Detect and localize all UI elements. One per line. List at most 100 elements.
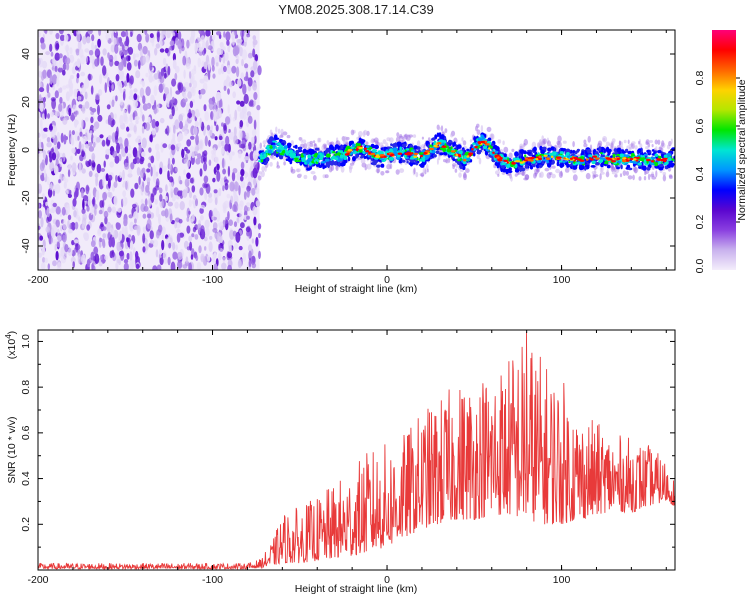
noise-speckle <box>172 53 176 62</box>
noise-speckle <box>126 252 130 260</box>
noise-speckle <box>138 143 142 154</box>
noise-speckle <box>203 236 208 242</box>
noise-speckle <box>76 72 80 79</box>
noise-speckle <box>129 114 133 123</box>
noise-speckle <box>155 120 160 127</box>
noise-speckle <box>249 99 254 106</box>
noise-speckle <box>237 38 243 43</box>
snr-x-ticks: -200 -100 0 100 <box>27 330 667 586</box>
signal-core <box>651 156 656 160</box>
noise-speckle <box>172 32 176 37</box>
noise-speckle <box>222 185 225 192</box>
noise-speckle <box>254 135 257 145</box>
signal-band <box>541 146 547 151</box>
noise-speckle <box>153 99 157 109</box>
signal-band <box>363 155 367 159</box>
noise-speckle <box>99 134 104 139</box>
noise-speckle <box>130 162 135 170</box>
signal-core <box>424 156 429 160</box>
signal-band <box>637 148 642 154</box>
noise-speckle <box>228 219 233 226</box>
noise-speckle <box>162 83 165 90</box>
noise-speckle <box>212 177 216 183</box>
noise-speckle <box>253 216 257 226</box>
signal-halo <box>670 138 673 144</box>
signal-core <box>490 146 493 149</box>
signal-halo <box>614 172 618 178</box>
noise-speckle <box>207 45 213 51</box>
signal-halo <box>444 128 448 134</box>
signal-peak <box>563 157 566 160</box>
noise-speckle <box>161 234 165 241</box>
signal-halo <box>426 168 429 173</box>
noise-speckle <box>111 32 114 43</box>
signal-core <box>591 160 596 165</box>
colorbar-ticks: 0.2 0.4 0.6 0.8 0.0 <box>694 71 740 274</box>
noise-speckle <box>212 207 218 217</box>
noise-speckle <box>172 242 176 251</box>
signal-peak <box>474 145 478 149</box>
noise-speckle <box>240 161 245 170</box>
colorbar-gradient <box>712 30 736 270</box>
noise-speckle <box>120 70 125 78</box>
noise-speckle <box>102 176 105 187</box>
signal-core <box>671 158 674 161</box>
noise-speckle <box>228 245 233 253</box>
signal-band <box>413 145 418 150</box>
noise-speckle <box>130 188 135 198</box>
noise-speckle <box>93 126 97 132</box>
noise-speckle <box>234 109 238 121</box>
noise-speckle <box>105 153 109 160</box>
signal-halo <box>638 176 642 181</box>
signal-peak <box>413 152 419 156</box>
noise-speckle <box>64 244 69 253</box>
signal-core <box>336 152 342 156</box>
noise-speckle <box>47 92 51 98</box>
noise-speckle <box>214 197 218 206</box>
signal-peak <box>471 148 474 151</box>
signal-band <box>435 150 440 154</box>
noise-speckle <box>191 68 197 75</box>
noise-speckle <box>216 163 220 171</box>
y-tick-label: -40 <box>20 238 32 253</box>
noise-speckle <box>233 181 240 192</box>
noise-speckle <box>58 103 63 112</box>
noise-speckle <box>73 210 77 218</box>
noise-speckle <box>129 89 134 98</box>
noise-speckle <box>175 229 181 234</box>
noise-speckle <box>87 142 93 147</box>
noise-speckle <box>95 93 100 101</box>
noise-speckle <box>151 38 155 47</box>
signal-core <box>359 148 363 153</box>
noise-speckle <box>69 47 73 55</box>
noise-speckle <box>121 226 125 235</box>
noise-speckle <box>136 33 142 43</box>
noise-speckle <box>142 103 148 111</box>
noise-speckle <box>75 48 80 56</box>
noise-speckle <box>63 34 69 42</box>
signal-core <box>283 145 288 150</box>
noise-speckle <box>77 95 82 101</box>
noise-speckle <box>129 251 133 261</box>
signal-band <box>452 142 455 148</box>
noise-speckle <box>203 175 209 184</box>
colorbar-tick-label: 0.0 <box>694 259 706 274</box>
signal-peak <box>347 149 353 152</box>
noise-speckle <box>222 168 227 175</box>
signal-halo <box>317 137 320 143</box>
noise-speckle <box>107 178 111 189</box>
signal-halo <box>436 158 439 165</box>
noise-speckle <box>147 162 152 168</box>
noise-speckle <box>89 55 95 64</box>
noise-speckle <box>80 254 86 264</box>
noise-speckle <box>177 251 183 261</box>
signal-band <box>541 161 545 165</box>
signal-peak <box>477 141 481 144</box>
noise-speckle <box>204 219 210 229</box>
noise-speckle <box>111 237 115 248</box>
noise-speckle <box>76 77 79 84</box>
noise-speckle <box>81 143 85 150</box>
noise-speckle <box>150 166 153 177</box>
signal-core <box>340 150 343 154</box>
noise-speckle <box>81 104 86 114</box>
